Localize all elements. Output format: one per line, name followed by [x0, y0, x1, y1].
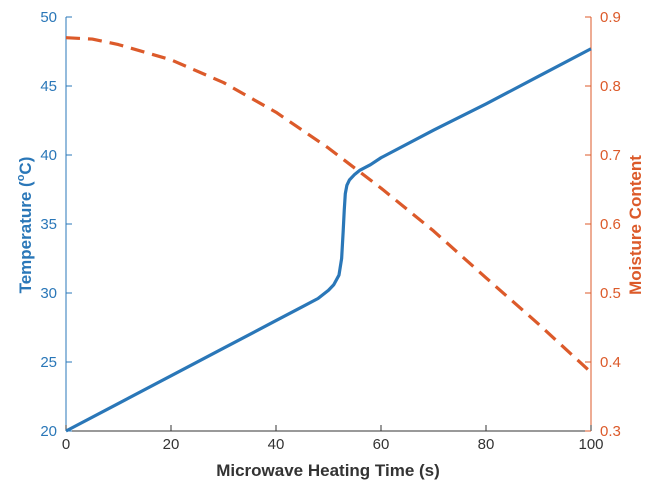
x-tick-label: 20 [163, 436, 180, 453]
x-tick-label: 80 [478, 436, 495, 453]
y-right-tick-label: 0.8 [600, 78, 621, 95]
y-left-tick-label: 20 [40, 423, 57, 440]
y-left-tick-label: 50 [40, 9, 57, 26]
y-right-tick-label: 0.9 [600, 9, 621, 26]
series-layer [65, 36, 593, 433]
y-left-ticks: 20 25 30 35 40 45 50 [40, 9, 72, 440]
y-left-tick-label: 30 [40, 285, 57, 302]
y-left-tick-label: 45 [40, 78, 57, 95]
x-ticks: 0 20 40 60 80 100 [62, 425, 604, 453]
y-left-tick-label: 40 [40, 147, 57, 164]
y-left-tick-label: 35 [40, 216, 57, 233]
x-tick-label: 100 [578, 436, 603, 453]
series-line-moisture [65, 36, 593, 374]
y-left-title-prefix: Temperature ( [16, 181, 35, 293]
y-right-axis-title: Moisture Content [626, 155, 645, 295]
y-left-title-sup: o [15, 174, 27, 181]
series-line-temperature [65, 47, 592, 433]
y-right-tick-label: 0.7 [600, 147, 621, 164]
y-right-tick-label: 0.6 [600, 216, 621, 233]
y-left-axis-title: Temperature (oC) [15, 157, 35, 294]
plot-area: 0 20 40 60 80 100 20 25 30 35 40 45 50 0.3 0.4 0.5 0.6… [40, 9, 621, 453]
y-right-ticks: 0.3 0.4 0.5 0.6 0.7 0.8 0.9 [585, 9, 621, 440]
x-tick-label: 60 [373, 436, 390, 453]
x-tick-label: 0 [62, 436, 70, 453]
y-right-tick-label: 0.5 [600, 285, 621, 302]
y-right-tick-label: 0.3 [600, 423, 621, 440]
y-left-title-suffix: C) [16, 157, 35, 175]
y-right-tick-label: 0.4 [600, 354, 621, 371]
x-tick-label: 40 [268, 436, 285, 453]
y-left-tick-label: 25 [40, 354, 57, 371]
x-axis-title: Microwave Heating Time (s) [216, 461, 440, 480]
